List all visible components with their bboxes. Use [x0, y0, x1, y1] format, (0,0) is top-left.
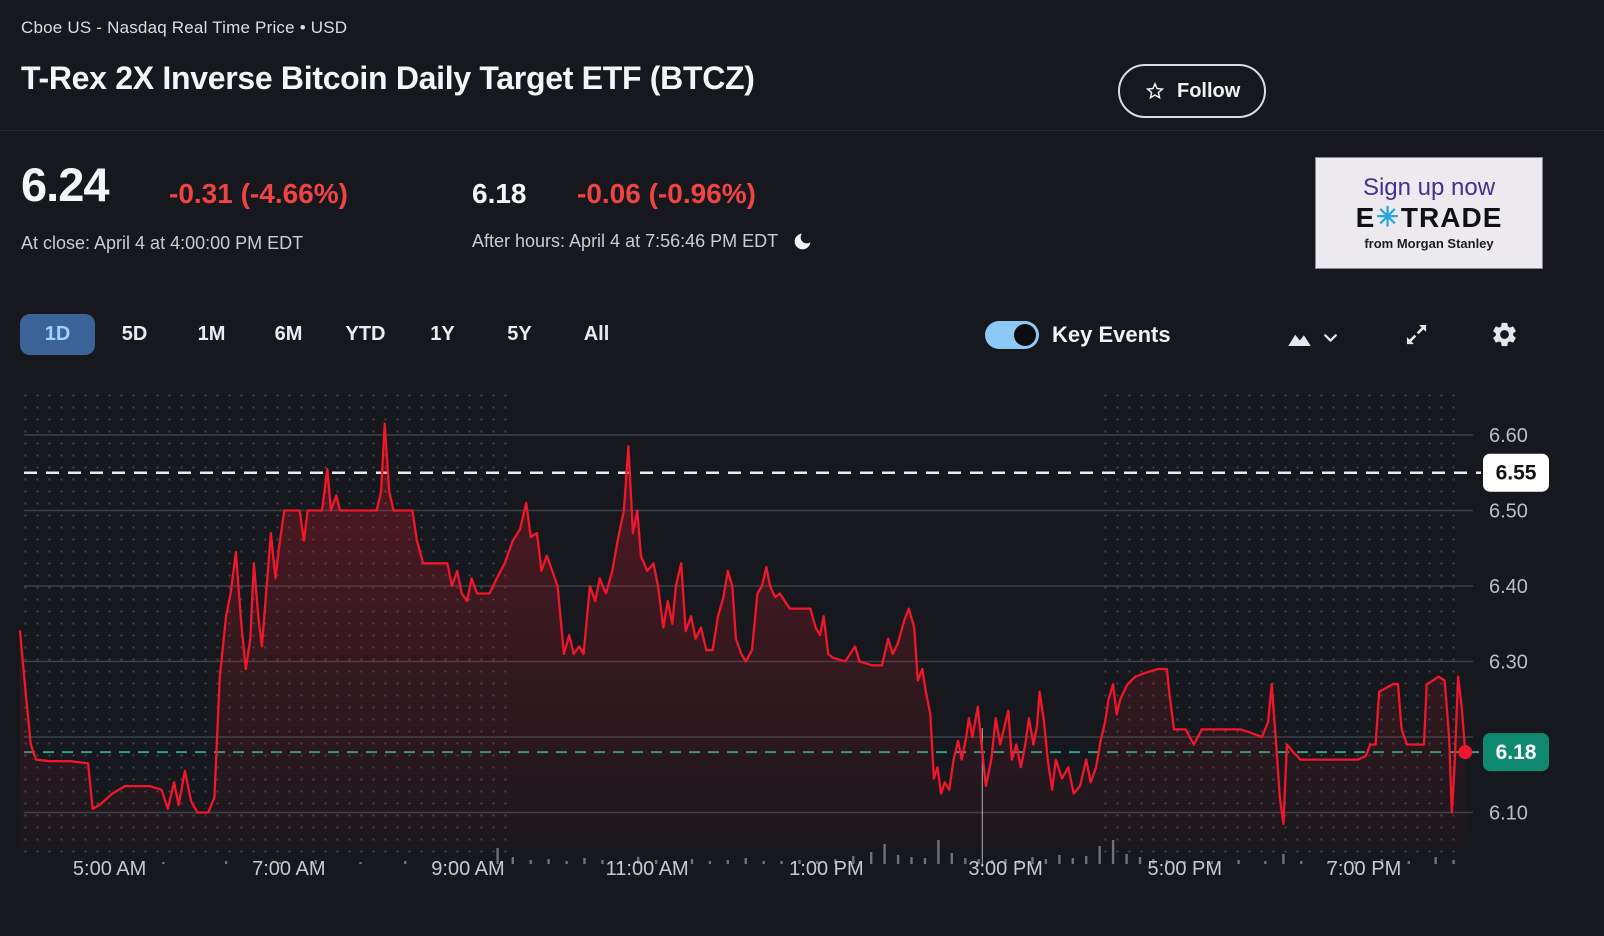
range-tab-all[interactable]: All: [583, 323, 610, 345]
svg-text:3:00 PM: 3:00 PM: [968, 858, 1042, 880]
svg-text:7:00 AM: 7:00 AM: [252, 858, 325, 880]
range-tab-1d[interactable]: 1D: [20, 314, 95, 355]
ad-brand-rest: TRADE: [1400, 201, 1503, 233]
range-tabs: 1D 5D 1M 6M YTD 1Y 5Y All: [20, 314, 634, 355]
settings-button[interactable]: [1490, 320, 1519, 349]
svg-text:6.18: 6.18: [1496, 741, 1537, 764]
svg-text:7:00 PM: 7:00 PM: [1327, 858, 1401, 880]
svg-text:11:00 AM: 11:00 AM: [606, 858, 689, 880]
etrade-star-icon: ✳: [1376, 202, 1400, 233]
etrade-logo: E ✳ TRADE: [1356, 202, 1503, 234]
x-axis-labels: 5:00 AM 7:00 AM 9:00 AM 11:00 AM 1:00 PM 3:00…: [73, 858, 1401, 880]
key-events-toggle[interactable]: [985, 321, 1039, 349]
range-tab-6m[interactable]: 6M: [274, 323, 303, 345]
last-price-dot: [1458, 745, 1473, 760]
close-timestamp: At close: April 4 at 4:00:00 PM EDT: [21, 233, 304, 253]
area-fill: [20, 423, 1466, 848]
last-price-badge: 6.18: [1483, 733, 1549, 772]
after-hours-timestamp: After hours: April 4 at 7:56:46 PM EDT: [472, 231, 779, 251]
range-tab-ytd[interactable]: YTD: [345, 323, 386, 345]
expand-icon: [1406, 324, 1427, 345]
range-tab-1m[interactable]: 1M: [197, 323, 226, 345]
after-hours-row: After hours: April 4 at 7:56:46 PM EDT: [472, 231, 813, 252]
gear-icon: [1493, 322, 1516, 347]
fullscreen-button[interactable]: [1403, 321, 1430, 348]
range-tab-5y[interactable]: 5Y: [507, 323, 532, 345]
svg-text:6.30: 6.30: [1489, 652, 1528, 674]
svg-text:6.40: 6.40: [1489, 576, 1528, 598]
chart-type-chevron[interactable]: [1320, 327, 1341, 348]
svg-text:6.55: 6.55: [1496, 462, 1537, 485]
chevron-down-icon: [1324, 334, 1337, 342]
after-hours-change: -0.06 (-0.96%): [577, 178, 756, 209]
volume-bars: [162, 840, 1455, 864]
previous-close-badge: 6.55: [1483, 453, 1549, 492]
svg-text:9:00 AM: 9:00 AM: [431, 858, 504, 880]
price-line: [18, 422, 1467, 825]
y-axis-labels: 6.60 6.50 6.40 6.30 6.10: [1489, 425, 1528, 825]
range-tab-1y[interactable]: 1Y: [430, 323, 455, 345]
ad-tagline: from Morgan Stanley: [1364, 235, 1494, 251]
close-price: 6.24: [21, 158, 109, 211]
svg-text:6.10: 6.10: [1489, 803, 1528, 825]
ad-headline: Sign up now: [1362, 174, 1496, 202]
after-hours-price: 6.18: [472, 178, 527, 209]
svg-text:6.60: 6.60: [1489, 425, 1528, 447]
svg-text:1:00 PM: 1:00 PM: [789, 858, 863, 880]
star-icon: [1144, 80, 1166, 102]
area-chart-icon: [1288, 334, 1311, 346]
toggle-knob: [1014, 324, 1036, 346]
etrade-ad[interactable]: Sign up now E ✳ TRADE from Morgan Stanle…: [1315, 157, 1543, 269]
key-events-label: Key Events: [1052, 322, 1171, 347]
svg-text:5:00 PM: 5:00 PM: [1148, 858, 1222, 880]
svg-text:6.50: 6.50: [1489, 501, 1528, 523]
chart-type-button[interactable]: [1286, 324, 1313, 351]
follow-button[interactable]: Follow: [1118, 64, 1267, 118]
moon-icon: [792, 231, 813, 252]
ad-brand-e: E: [1355, 201, 1376, 233]
header-divider: [0, 130, 1604, 131]
range-tab-5d[interactable]: 5D: [121, 323, 148, 345]
svg-text:5:00 AM: 5:00 AM: [73, 858, 146, 880]
close-change: -0.31 (-4.66%): [169, 178, 348, 209]
exchange-info: Cboe US - Nasdaq Real Time Price • USD: [21, 18, 348, 37]
price-chart[interactable]: 6.60 6.50 6.40 6.30 6.10 6.55 6.18 5:00 AM 7:00 …: [0, 370, 1604, 936]
page-title: T-Rex 2X Inverse Bitcoin Daily Target ET…: [21, 60, 755, 96]
follow-label: Follow: [1177, 79, 1241, 102]
